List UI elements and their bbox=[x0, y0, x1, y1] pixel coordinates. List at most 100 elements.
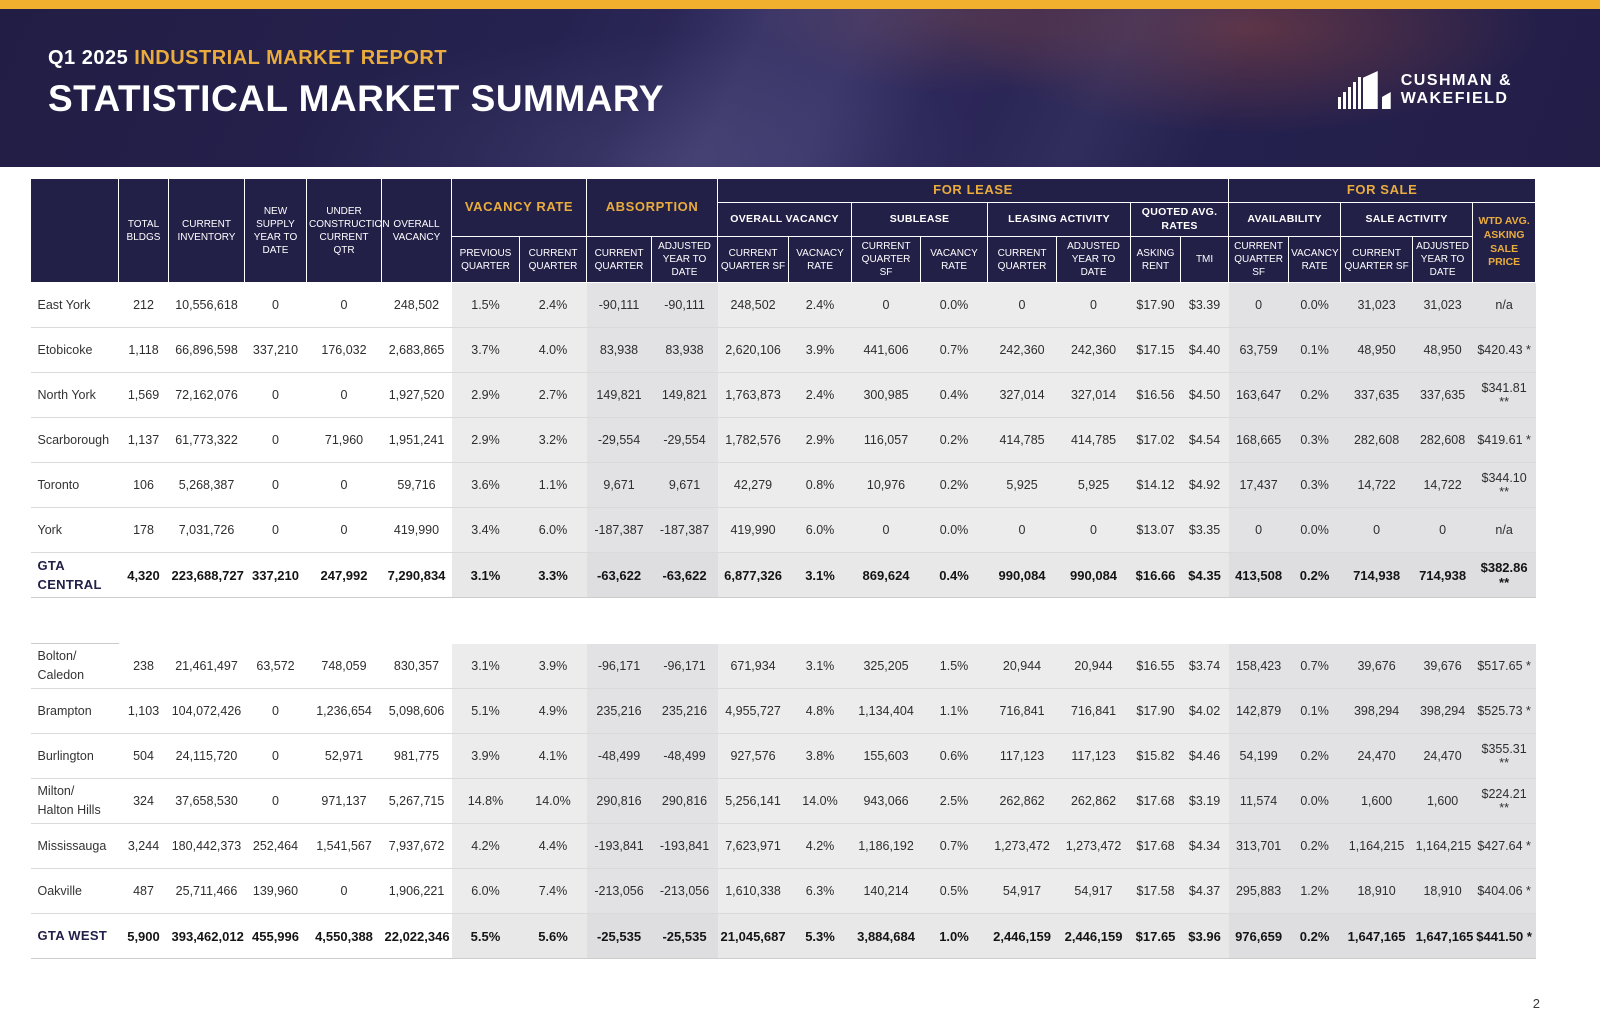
table-cell: 42,279 bbox=[717, 462, 789, 509]
table-cell: 1.5% bbox=[920, 643, 988, 690]
region-name-cell: Burlington bbox=[30, 733, 119, 780]
spacer-cell bbox=[851, 597, 921, 644]
page-title: STATISTICAL MARKET SUMMARY bbox=[48, 78, 664, 119]
table-cell: 21,045,687 bbox=[717, 913, 789, 960]
table-cell: $4.02 bbox=[1180, 688, 1229, 735]
table-cell: 238 bbox=[118, 643, 169, 690]
table-cell: -96,171 bbox=[651, 643, 718, 690]
table-cell: 3.1% bbox=[788, 643, 852, 690]
table-cell: 325,205 bbox=[851, 643, 921, 690]
table-cell: $3.96 bbox=[1180, 913, 1229, 960]
table-cell: 6.0% bbox=[788, 507, 852, 554]
statistical-summary-table: TOTAL BLDGS CURRENT INVENTORY NEW SUPPLY… bbox=[30, 177, 1537, 960]
table-row: Mississauga 3,244 180,442,373 252,464 1,541,… bbox=[30, 823, 1536, 870]
table-cell: 5.6% bbox=[519, 913, 587, 960]
table-cell: 235,216 bbox=[586, 688, 652, 735]
table-cell: -25,535 bbox=[586, 913, 652, 960]
table-cell: 869,624 bbox=[851, 552, 921, 599]
region-name-cell: Etobicoke bbox=[30, 327, 119, 374]
table-cell: 242,360 bbox=[1056, 327, 1131, 374]
table-cell: 6.0% bbox=[519, 507, 587, 554]
table-cell: 7,623,971 bbox=[717, 823, 789, 870]
table-cell: 2.7% bbox=[519, 372, 587, 419]
table-cell: $419.61 * bbox=[1472, 417, 1536, 464]
table-cell: 18,910 bbox=[1412, 868, 1473, 915]
sub-header-sale-current-quarter-sf: CURRENT QUARTER SF bbox=[1340, 236, 1414, 284]
col-header-total-bldgs: TOTAL BLDGS bbox=[118, 177, 169, 284]
table-cell: -63,622 bbox=[586, 552, 652, 599]
table-cell: 223,688,727 bbox=[168, 552, 245, 599]
table-row: Scarborough 1,137 61,773,322 0 71,960 1,951,2… bbox=[30, 417, 1536, 464]
table-cell: 139,960 bbox=[244, 868, 307, 915]
table-cell: 1,118 bbox=[118, 327, 169, 374]
table-cell: 14,722 bbox=[1340, 462, 1413, 509]
spacer-cell bbox=[651, 597, 718, 644]
sub-header-availability-vacancy-rate: VACANCY RATE bbox=[1288, 236, 1342, 284]
table-cell: 0 bbox=[244, 372, 307, 419]
table-cell: 0 bbox=[1056, 507, 1131, 554]
sub-header-vacancy-current-quarter: CURRENT QUARTER bbox=[518, 236, 588, 284]
table-cell: 54,917 bbox=[1056, 868, 1131, 915]
spacer-cell bbox=[118, 597, 169, 644]
table-cell: 0.2% bbox=[1288, 823, 1341, 870]
table-cell: $525.73 * bbox=[1472, 688, 1536, 735]
table-cell: 1,273,472 bbox=[1056, 823, 1131, 870]
sub-header-tmi: TMI bbox=[1180, 236, 1230, 284]
logo-text: CUSHMAN & WAKEFIELD bbox=[1401, 72, 1512, 109]
table-cell: 2.4% bbox=[788, 282, 852, 329]
sub-header-vacancy-previous-quarter: PREVIOUS QUARTER bbox=[451, 236, 520, 284]
spacer-cell bbox=[168, 597, 245, 644]
table-cell: 4.8% bbox=[788, 688, 852, 735]
table-cell: 393,462,012 bbox=[168, 913, 245, 960]
table-total-row: GTA WEST 5,900 393,462,012 455,996 4,550,388… bbox=[30, 913, 1536, 960]
section-header-quoted-avg-rates: QUOTED AVG. RATES bbox=[1130, 201, 1230, 238]
table-cell: 9,671 bbox=[586, 462, 652, 509]
sub-header-ov-vacancy-rate: VACNACY RATE bbox=[788, 236, 853, 284]
table-cell: 0.4% bbox=[920, 552, 988, 599]
table-cell: 1,610,338 bbox=[717, 868, 789, 915]
table-cell: 5.1% bbox=[451, 688, 520, 735]
table-cell: 7,031,726 bbox=[168, 507, 245, 554]
table-cell: 14.8% bbox=[451, 778, 520, 825]
table-cell: 1,541,567 bbox=[306, 823, 382, 870]
table-cell: -48,499 bbox=[586, 733, 652, 780]
table-cell: 7.4% bbox=[519, 868, 587, 915]
section-header-availability: AVAILABILITY bbox=[1228, 201, 1342, 238]
region-name-cell: Toronto bbox=[30, 462, 119, 509]
table-cell: 0 bbox=[306, 282, 382, 329]
table-cell: 4,550,388 bbox=[306, 913, 382, 960]
spacer-cell bbox=[920, 597, 988, 644]
table-cell: 116,057 bbox=[851, 417, 921, 464]
table-cell: 5.5% bbox=[451, 913, 520, 960]
table-cell: 0.6% bbox=[920, 733, 988, 780]
table-cell: 158,423 bbox=[1228, 643, 1289, 690]
table-cell: 0.2% bbox=[1288, 913, 1341, 960]
table-cell: 248,502 bbox=[717, 282, 789, 329]
region-total-cell: GTA WEST bbox=[30, 913, 119, 960]
spacer-cell bbox=[717, 597, 789, 644]
table-cell: 54,917 bbox=[987, 868, 1057, 915]
table-cell: 671,934 bbox=[717, 643, 789, 690]
table-cell: $4.34 bbox=[1180, 823, 1229, 870]
section-spacer-row bbox=[30, 597, 1536, 645]
table-cell: 149,821 bbox=[651, 372, 718, 419]
table-cell: 976,659 bbox=[1228, 913, 1289, 960]
table-cell: 1,164,215 bbox=[1412, 823, 1473, 870]
table-cell: 9,671 bbox=[651, 462, 718, 509]
table-cell: 943,066 bbox=[851, 778, 921, 825]
table-cell: 248,502 bbox=[381, 282, 452, 329]
sub-header-absorption-current-quarter: CURRENT QUARTER bbox=[586, 236, 653, 284]
table-cell: 337,635 bbox=[1340, 372, 1413, 419]
table-cell: 398,294 bbox=[1340, 688, 1413, 735]
table-cell: 1,951,241 bbox=[381, 417, 452, 464]
table-cell: 927,576 bbox=[717, 733, 789, 780]
table-cell: 1,906,221 bbox=[381, 868, 452, 915]
table-cell: 0.3% bbox=[1288, 417, 1341, 464]
page-number: 2 bbox=[1532, 996, 1540, 1011]
logo-building-icon bbox=[1337, 71, 1391, 109]
table-row: York 178 7,031,726 0 0 419,990 3.4% 6.0% -187,38… bbox=[30, 507, 1536, 554]
table-cell: 2.5% bbox=[920, 778, 988, 825]
table-cell: 4.2% bbox=[788, 823, 852, 870]
table-cell: -29,554 bbox=[651, 417, 718, 464]
table-cell: 1,600 bbox=[1340, 778, 1413, 825]
